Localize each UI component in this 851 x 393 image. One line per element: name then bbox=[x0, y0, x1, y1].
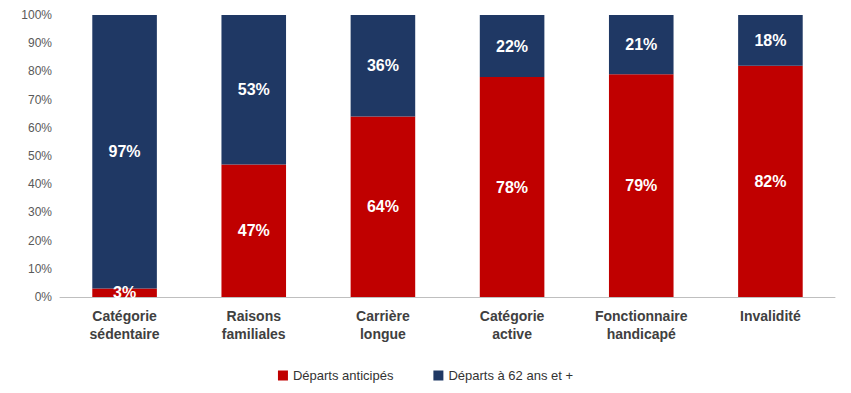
svg-text:0%: 0% bbox=[35, 290, 53, 304]
svg-text:familiales: familiales bbox=[222, 326, 286, 342]
svg-text:64%: 64% bbox=[367, 198, 399, 215]
svg-text:Départs anticipés: Départs anticipés bbox=[293, 368, 394, 383]
svg-text:47%: 47% bbox=[238, 222, 270, 239]
svg-text:78%: 78% bbox=[496, 179, 528, 196]
svg-text:82%: 82% bbox=[754, 173, 786, 190]
svg-text:Catégorie: Catégorie bbox=[480, 308, 545, 324]
svg-text:40%: 40% bbox=[28, 177, 52, 191]
svg-text:50%: 50% bbox=[28, 149, 52, 163]
svg-text:longue: longue bbox=[360, 326, 406, 342]
svg-text:18%: 18% bbox=[754, 32, 786, 49]
svg-text:36%: 36% bbox=[367, 57, 399, 74]
svg-text:97%: 97% bbox=[109, 143, 141, 160]
svg-text:3%: 3% bbox=[113, 284, 136, 301]
svg-text:53%: 53% bbox=[238, 81, 270, 98]
svg-text:handicapé: handicapé bbox=[607, 326, 676, 342]
svg-text:Départs à 62 ans et +: Départs à 62 ans et + bbox=[448, 368, 573, 383]
svg-text:Catégorie: Catégorie bbox=[92, 308, 157, 324]
svg-text:Carrière: Carrière bbox=[356, 308, 410, 324]
svg-text:22%: 22% bbox=[496, 38, 528, 55]
svg-text:Invalidité: Invalidité bbox=[740, 308, 801, 324]
svg-text:Fonctionnaire: Fonctionnaire bbox=[595, 308, 688, 324]
svg-text:100%: 100% bbox=[21, 8, 52, 22]
svg-text:80%: 80% bbox=[28, 64, 52, 78]
svg-text:70%: 70% bbox=[28, 93, 52, 107]
svg-text:60%: 60% bbox=[28, 121, 52, 135]
svg-text:21%: 21% bbox=[625, 36, 657, 53]
svg-text:79%: 79% bbox=[625, 177, 657, 194]
svg-text:Raisons: Raisons bbox=[227, 308, 282, 324]
svg-text:20%: 20% bbox=[28, 234, 52, 248]
svg-text:90%: 90% bbox=[28, 36, 52, 50]
svg-text:10%: 10% bbox=[28, 262, 52, 276]
svg-text:30%: 30% bbox=[28, 205, 52, 219]
svg-text:active: active bbox=[492, 326, 532, 342]
svg-text:sédentaire: sédentaire bbox=[90, 326, 160, 342]
